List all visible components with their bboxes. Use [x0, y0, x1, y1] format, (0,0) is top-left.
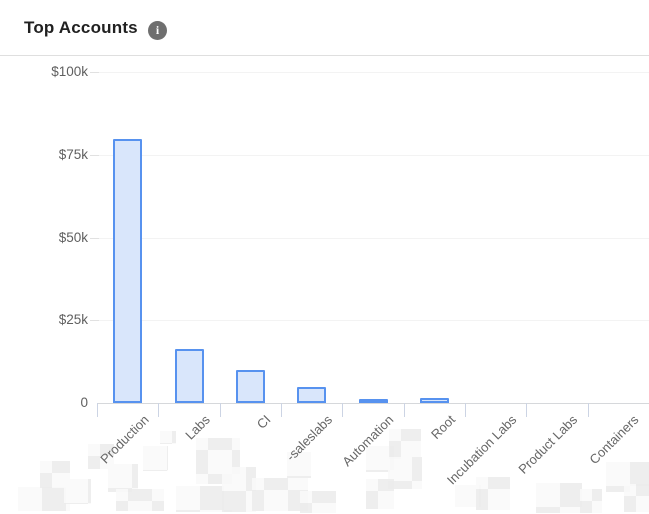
bar-labs[interactable]: [175, 349, 204, 403]
x-tick-mark: [587, 403, 589, 417]
redacted-region: [366, 479, 394, 509]
y-tick-mark: [90, 154, 99, 156]
redacted-region: [536, 483, 582, 513]
redacted-region: [287, 452, 311, 478]
y-gridline: [97, 72, 649, 73]
x-axis-category-label: Containers: [586, 412, 642, 468]
y-axis-tick-label: $25k: [58, 312, 88, 328]
x-axis-line: [97, 403, 649, 404]
bar-chart: $100k $75k $50k $25k 0 Production Labs CI -sales…: [0, 56, 649, 514]
bar-automation[interactable]: [359, 399, 388, 403]
info-icon-glyph: i: [155, 23, 160, 37]
x-tick-mark: [342, 403, 344, 417]
redacted-region: [624, 484, 649, 512]
bar-production[interactable]: [113, 139, 142, 403]
redacted-region: [143, 446, 168, 471]
info-icon[interactable]: i: [148, 21, 167, 40]
redacted-region: [252, 478, 308, 511]
redacted-region: [116, 489, 164, 511]
redacted-region: [389, 429, 421, 459]
x-tick-mark: [219, 403, 221, 417]
y-tick-mark: [90, 237, 99, 239]
redacted-region: [580, 489, 602, 513]
y-axis-tick-label: $50k: [58, 229, 88, 245]
y-tick-mark: [90, 72, 99, 73]
redacted-region: [300, 491, 336, 513]
page-title: Top Accounts: [24, 18, 138, 37]
redacted-region: [64, 479, 91, 504]
redacted-region: [108, 464, 138, 492]
y-tick-mark: [90, 320, 99, 322]
x-tick-mark: [526, 403, 528, 417]
redacted-region: [476, 477, 510, 510]
x-tick-mark: [158, 403, 160, 417]
x-tick-mark: [403, 403, 405, 417]
redacted-region: [222, 467, 256, 512]
x-axis-category-label: Root: [427, 412, 458, 443]
x-tick-mark: [97, 403, 98, 417]
bar-root[interactable]: [420, 398, 449, 403]
x-axis-category-label: Product Labs: [515, 412, 581, 477]
y-gridline: [97, 154, 649, 156]
redacted-region: [388, 457, 422, 489]
redacted-region: [18, 487, 70, 511]
bar-ci[interactable]: [236, 370, 265, 403]
header-divider: [0, 55, 649, 56]
x-tick-mark: [465, 403, 466, 417]
y-axis-tick-label: $75k: [58, 146, 88, 162]
x-tick-mark: [281, 403, 282, 417]
redacted-region: [160, 431, 176, 444]
redacted-region: [455, 485, 481, 507]
bar--saleslabs[interactable]: [297, 387, 326, 403]
x-axis-category-label: CI: [254, 412, 274, 432]
y-gridline: [97, 320, 649, 322]
y-axis-tick-label: $100k: [51, 64, 88, 79]
y-axis-tick-label: 0: [80, 395, 88, 410]
y-gridline: [97, 237, 649, 239]
